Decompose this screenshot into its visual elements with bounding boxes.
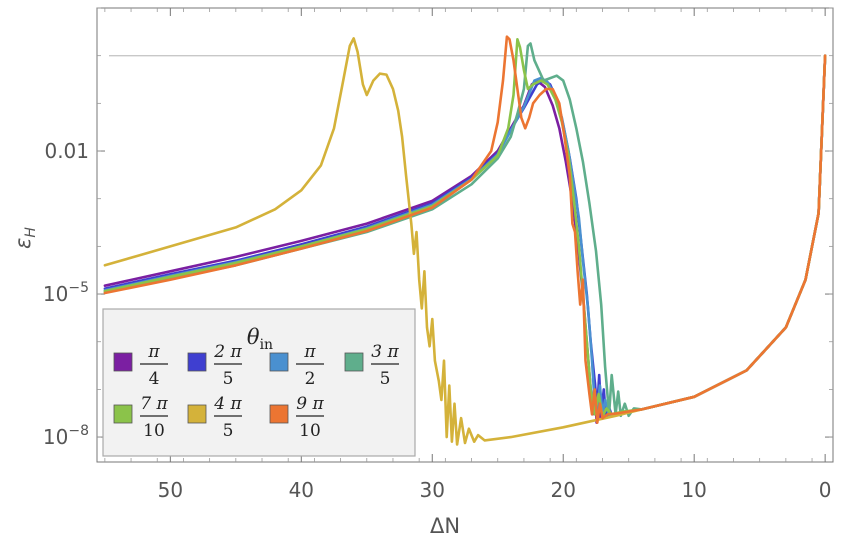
x-tick-label: 40 [289,478,314,502]
legend-fraction-numerator: 9 π [296,394,324,414]
legend-swatch [269,404,289,424]
y-axis-label-sub: H [23,227,39,238]
legend-entry: 3 π5 [344,342,400,389]
legend-swatch [187,352,207,372]
legend-fraction-denominator: 5 [223,421,234,441]
y-axis-label-main: ε [11,238,35,249]
series-group [103,35,827,446]
legend-swatch [269,352,289,372]
plot-frame [96,7,834,463]
legend-swatch [344,352,364,372]
axis-ticks [97,7,833,462]
legend-entry: 7 π10 [113,394,169,441]
y-tick-label: 0.01 [44,139,89,163]
legend-fraction-numerator: 4 π [213,394,242,414]
y-tick-label: 10−8 [43,423,89,449]
legend-title-main: θ [247,325,260,349]
legend-entry: π4 [113,342,168,389]
series-line-7 [103,35,827,424]
y-tick-label: 10−5 [43,280,89,306]
legend-title-sub: in [260,337,274,353]
legend-entry: 4 π5 [187,394,243,441]
legend-fraction-denominator: 10 [299,421,321,441]
legend-fraction-denominator: 4 [149,369,160,389]
legend-title: θin [247,325,273,353]
legend-fraction-numerator: 7 π [140,394,168,414]
x-tick-label: 20 [550,478,575,502]
x-tick-label: 50 [158,478,183,502]
x-axis-label: ΔN [430,514,460,538]
legend-fraction-numerator: 3 π [371,342,399,362]
legend-swatch [113,352,133,372]
legend-fraction-denominator: 2 [305,369,316,389]
x-tick-label: 10 [681,478,706,502]
legend-swatch [187,404,207,424]
legend-entry: 2 π5 [187,342,243,389]
legend-fraction-denominator: 5 [223,369,234,389]
legend-entry: π2 [269,342,324,389]
legend-fraction-numerator: π [303,342,316,362]
legend-swatch [113,404,133,424]
legend-fraction-denominator: 5 [380,369,391,389]
series-line-6 [103,37,827,446]
legend-box [102,308,416,457]
x-tick-label: 30 [420,478,445,502]
legend-entry: 9 π10 [269,394,325,441]
legend-fraction-numerator: 2 π [213,342,242,362]
tick-labels: 50 40 30 20 10 0 0.01 10−5 10−8 [43,139,832,502]
x-tick-label: 0 [819,478,832,502]
y-axis-label: εH [11,227,39,249]
legend-fraction-numerator: π [147,342,160,362]
legend-fraction-denominator: 10 [143,421,165,441]
